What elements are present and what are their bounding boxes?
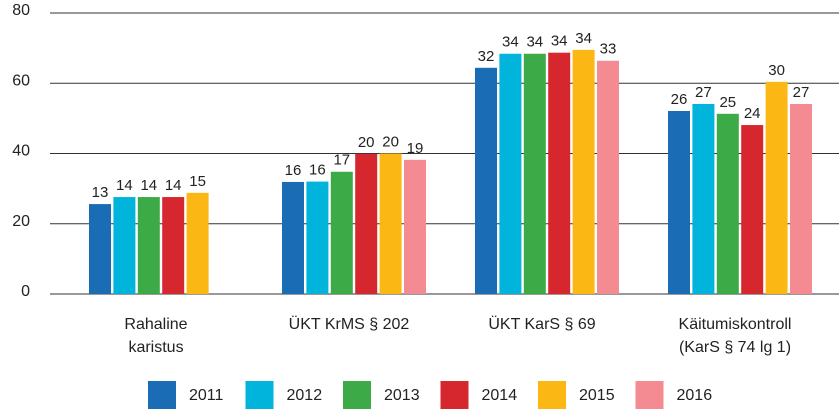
bar xyxy=(162,197,185,294)
y-tick-label: 80 xyxy=(12,2,30,19)
data-label: 25 xyxy=(719,94,736,111)
legend-label: 2011 xyxy=(189,387,224,404)
bar xyxy=(548,52,571,294)
data-label: 27 xyxy=(793,84,810,101)
data-label: 34 xyxy=(551,33,568,50)
data-label: 34 xyxy=(526,34,543,51)
bar xyxy=(716,113,739,294)
x-tick-label: Rahaline karistus xyxy=(124,316,187,356)
bar xyxy=(113,197,136,294)
legend-swatch xyxy=(440,381,469,409)
bar xyxy=(404,159,426,294)
data-label: 14 xyxy=(140,177,157,194)
data-label: 30 xyxy=(768,62,785,79)
legend-label: 2014 xyxy=(482,387,518,404)
legend-swatch xyxy=(635,381,664,409)
bar xyxy=(499,53,522,295)
bar xyxy=(330,171,353,294)
bar xyxy=(597,60,619,294)
bar xyxy=(741,125,764,294)
x-tick-label: ÜKT KrMS § 202 xyxy=(289,315,410,333)
bar xyxy=(668,110,690,294)
bar xyxy=(186,192,209,294)
bar xyxy=(475,67,497,294)
data-label: 19 xyxy=(407,140,424,157)
bar xyxy=(89,204,111,294)
data-label: 16 xyxy=(285,162,302,179)
data-label: 15 xyxy=(189,173,206,190)
bar xyxy=(790,103,812,294)
data-label: 17 xyxy=(333,152,350,169)
legend-label: 2015 xyxy=(579,387,615,404)
data-label: 26 xyxy=(671,91,688,108)
data-label: 27 xyxy=(695,84,712,101)
x-tick-label: Käitumiskontroll (KarS § 74 lg 1) xyxy=(679,316,792,356)
data-label: 34 xyxy=(502,34,519,51)
y-tick-label: 40 xyxy=(12,143,30,160)
legend-label: 2012 xyxy=(287,387,323,404)
bar xyxy=(572,49,595,294)
data-label: 20 xyxy=(358,134,375,151)
x-tick-label: ÜKT KarS § 69 xyxy=(488,315,595,333)
data-label: 16 xyxy=(309,162,326,179)
data-label: 24 xyxy=(744,105,761,122)
bar xyxy=(137,197,160,294)
bar xyxy=(692,103,715,294)
data-label: 14 xyxy=(116,177,133,194)
bar xyxy=(379,153,402,294)
data-label: 33 xyxy=(600,41,617,58)
bar xyxy=(355,153,378,294)
data-label: 13 xyxy=(92,184,109,201)
data-label: 34 xyxy=(575,30,592,47)
legend-label: 2016 xyxy=(677,387,713,404)
data-label: 14 xyxy=(165,177,182,194)
y-tick-label: 0 xyxy=(21,283,30,300)
y-tick-label: 20 xyxy=(12,213,30,230)
legend-swatch xyxy=(538,381,566,409)
legend-swatch xyxy=(148,381,176,409)
bar xyxy=(765,81,788,294)
bar xyxy=(282,181,304,294)
data-label: 32 xyxy=(478,48,495,65)
legend-label: 2013 xyxy=(384,387,420,404)
y-tick-label: 60 xyxy=(12,72,30,89)
legend-swatch xyxy=(245,381,274,409)
bar xyxy=(523,53,546,295)
bar xyxy=(306,181,329,294)
legend-swatch xyxy=(343,381,371,409)
data-label: 20 xyxy=(382,133,399,150)
